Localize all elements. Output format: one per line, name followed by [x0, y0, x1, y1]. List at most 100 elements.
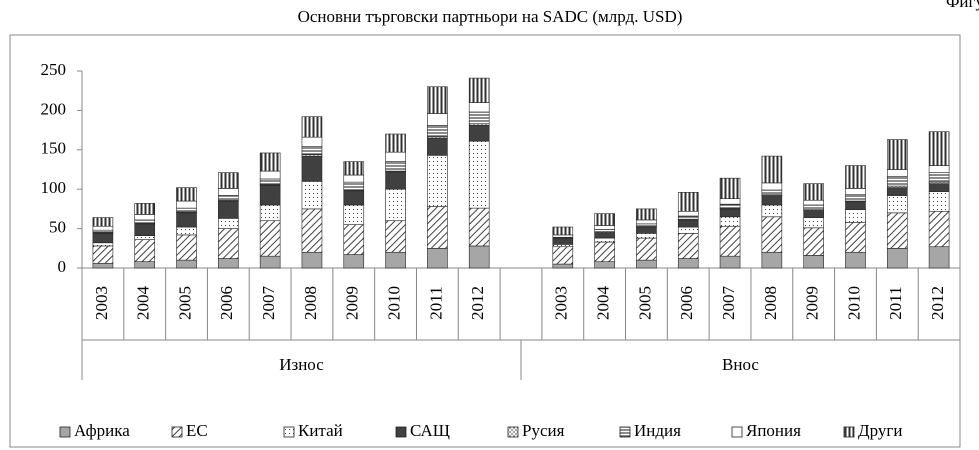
bar-segment: [301, 181, 323, 210]
bar-segment: [427, 86, 448, 114]
x-tick-label: 2003: [552, 286, 571, 320]
bar-segment: [552, 239, 574, 245]
x-tick-label: 2009: [803, 286, 822, 320]
bar-segment: [719, 177, 741, 199]
bar-segment: [134, 219, 156, 224]
bar-segment: [343, 190, 365, 206]
bar-segment: [176, 259, 197, 269]
bar-segment: [594, 225, 615, 230]
bar-segment: [176, 234, 197, 261]
bar-segment: [636, 237, 657, 261]
x-tick-label: 2010: [844, 286, 863, 320]
bar-segment: [176, 200, 197, 209]
bar-segment: [928, 165, 950, 173]
legend-label: Русия: [522, 421, 565, 440]
legend-swatch: [731, 426, 743, 438]
bar-segment: [259, 152, 281, 172]
bar-segment: [427, 137, 448, 156]
bar-segment: [719, 216, 741, 227]
bar-segment: [552, 234, 574, 238]
bar-segment: [761, 182, 783, 191]
bar-segment: [845, 209, 866, 223]
bar-segment: [719, 255, 741, 269]
bar-segment: [886, 212, 908, 249]
legend-label: Други: [858, 421, 902, 440]
group-label: Износ: [279, 355, 324, 374]
bar-segment: [134, 261, 156, 269]
bar-segment: [677, 258, 699, 269]
bar-segment: [176, 226, 197, 236]
bar-segment: [259, 220, 281, 257]
x-tick-label: 2004: [594, 286, 613, 321]
legend-swatch: [171, 426, 183, 438]
bar-segment: [301, 146, 323, 155]
chart-border: [9, 34, 961, 448]
bar-segment: [928, 246, 950, 269]
bar-segment: [343, 161, 365, 176]
bar-segment: [552, 246, 574, 265]
bar-segment: [594, 261, 615, 269]
bar-segment: [928, 172, 950, 183]
bar-segment: [803, 183, 824, 201]
y-tick-label: 150: [41, 139, 67, 158]
bar-segment: [134, 203, 156, 215]
bar-segment: [301, 116, 323, 138]
x-tick-label: 2012: [928, 286, 947, 320]
bar-segment: [845, 251, 866, 269]
bar-segment: [719, 208, 741, 218]
bar-segment: [468, 140, 490, 209]
bar-segment: [552, 263, 574, 269]
bar-segment: [886, 187, 908, 196]
x-tick-label: 2008: [301, 286, 320, 320]
legend-swatch: [283, 426, 295, 438]
y-tick-label: 0: [58, 257, 67, 276]
bar-segment: [928, 210, 950, 248]
x-tick-label: 2004: [134, 286, 153, 321]
bar-segment: [259, 204, 281, 222]
bar-segment: [719, 203, 741, 209]
bar-segment: [719, 198, 741, 205]
bar-segment: [677, 219, 699, 228]
bar-segment: [92, 229, 114, 233]
bar-segment: [761, 251, 783, 269]
bar-segment: [218, 200, 239, 219]
bar-segment: [677, 226, 699, 234]
bar-segment: [468, 207, 490, 247]
bar-segment: [134, 239, 156, 262]
bar-segment: [761, 204, 783, 218]
bar-segment: [886, 169, 908, 177]
bar-segment: [803, 227, 824, 256]
bar-segment: [677, 192, 699, 212]
bar-segment: [636, 219, 657, 225]
bar-segment: [803, 199, 824, 206]
bar-segment: [92, 245, 114, 264]
bar-segment: [343, 174, 365, 183]
bar-segment: [636, 208, 657, 221]
bar-segment: [218, 195, 239, 201]
bar-segment: [134, 214, 156, 221]
bar-segment: [259, 178, 281, 185]
bar-segment: [468, 111, 490, 125]
x-tick-label: 2012: [468, 286, 487, 320]
legend-label: Китай: [298, 421, 343, 440]
x-tick-label: 2007: [259, 286, 278, 321]
bar-segment: [301, 251, 323, 269]
legend-swatch: [395, 426, 407, 438]
x-tick-label: 2006: [677, 286, 696, 320]
bar-segment: [176, 212, 197, 228]
bar-segment: [886, 248, 908, 269]
x-tick-label: 2008: [761, 286, 780, 320]
bar-segment: [552, 244, 574, 248]
bar-segment: [343, 204, 365, 225]
bar-segment: [886, 139, 908, 170]
bar-segment: [218, 188, 239, 196]
y-tick-label: 200: [41, 99, 67, 118]
x-tick-label: 2011: [886, 286, 905, 319]
bar-segment: [886, 195, 908, 214]
legend-swatch: [843, 426, 855, 438]
legend-swatch: [59, 426, 71, 438]
bar-segment: [468, 245, 490, 269]
bar-segment: [928, 183, 950, 192]
bar-segment: [468, 77, 490, 103]
